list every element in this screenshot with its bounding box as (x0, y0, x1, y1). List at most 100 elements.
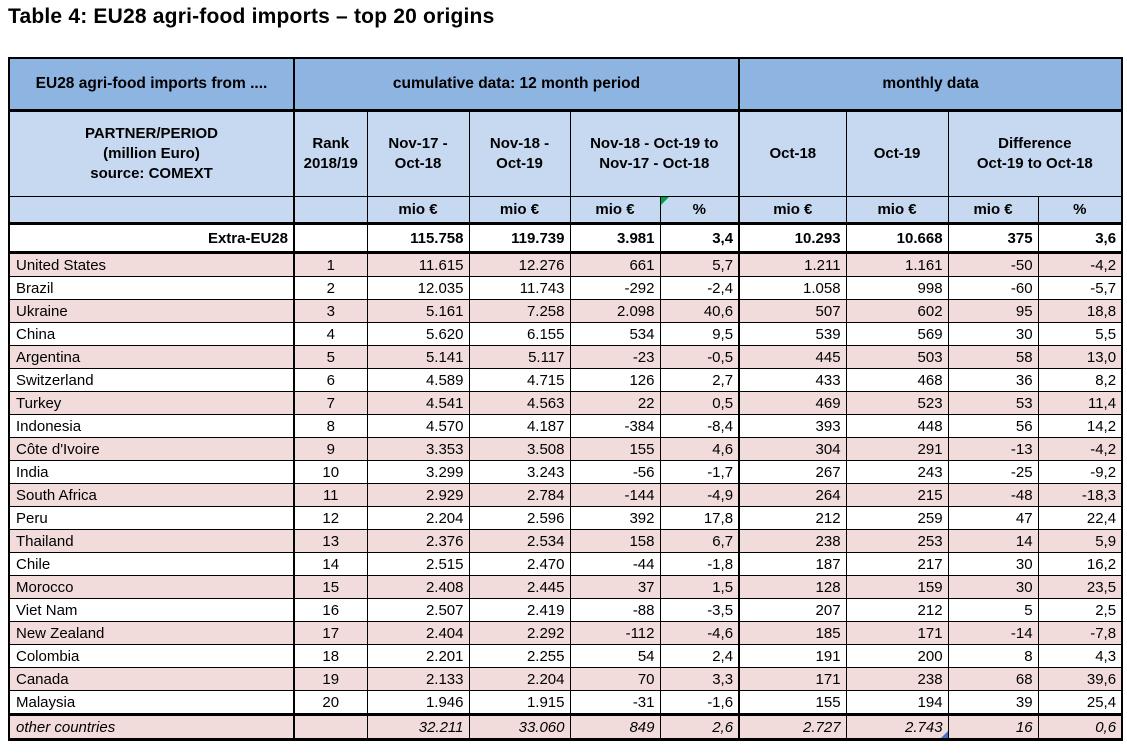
cell-diff-mio: -112 (569, 621, 661, 645)
cell-monthly-diff-mio: -14 (947, 621, 1039, 645)
cell-monthly-diff-pct: 2,5 (1037, 598, 1123, 622)
cell-cum-2017-18: 5.141 (366, 345, 470, 369)
table-row: India 10 3.299 3.243 -56 -1,7 267 243 -25 -9,2 (8, 460, 1123, 484)
cell-partner: Indonesia (8, 414, 295, 438)
cell-diff-mio: -23 (569, 345, 661, 369)
cell-oct19: 1.161 (845, 252, 949, 277)
cell-rank (293, 223, 368, 254)
cell-monthly-diff-pct: -4,2 (1037, 437, 1123, 461)
cell-partner: Canada (8, 667, 295, 691)
cell-monthly-diff-pct: 0,6 (1037, 713, 1123, 741)
header-cum-diff: Nov-18 - Oct-19 to Nov-17 - Oct-18 (569, 110, 741, 197)
table-row: China 4 5.620 6.155 534 9,5 539 569 30 5,5 (8, 322, 1123, 346)
cell-diff-pct: 2,4 (659, 644, 741, 668)
cell-diff-mio: 70 (569, 667, 661, 691)
cell-partner: Extra-EU28 (8, 223, 295, 254)
cell-diff-pct: 9,5 (659, 322, 741, 346)
cell-cum-2018-19: 2.419 (468, 598, 571, 622)
cell-partner: other countries (8, 713, 295, 741)
cell-cum-2018-19: 7.258 (468, 299, 571, 323)
cell-cum-2018-19: 2.255 (468, 644, 571, 668)
unit-mio-3: mio € (569, 196, 661, 225)
group-header-row: EU28 agri-food imports from .... cumulat… (8, 57, 1123, 112)
unit-mio-4: mio € (738, 196, 847, 225)
cell-partner: Argentina (8, 345, 295, 369)
cell-oct19: 503 (845, 345, 949, 369)
unit-empty-partner (8, 196, 295, 225)
cell-cum-2018-19: 119.739 (468, 223, 571, 254)
table-row: South Africa 11 2.929 2.784 -144 -4,9 264 215 -4… (8, 483, 1123, 507)
cell-partner: Switzerland (8, 368, 295, 392)
cell-partner: China (8, 322, 295, 346)
cell-cum-2017-18: 2.929 (366, 483, 470, 507)
cell-diff-pct: 4,6 (659, 437, 741, 461)
table-row: Turkey 7 4.541 4.563 22 0,5 469 523 53 11,4 (8, 391, 1123, 415)
cell-cum-2017-18: 2.376 (366, 529, 470, 553)
cell-cum-2017-18: 2.408 (366, 575, 470, 599)
table-row: Peru 12 2.204 2.596 392 17,8 212 259 47 22,4 (8, 506, 1123, 530)
cell-diff-pct: 17,8 (659, 506, 741, 530)
cell-diff-mio: 2.098 (569, 299, 661, 323)
cell-diff-pct: 3,3 (659, 667, 741, 691)
cell-monthly-diff-pct: -7,8 (1037, 621, 1123, 645)
cell-monthly-diff-pct: 5,9 (1037, 529, 1123, 553)
cell-rank: 20 (293, 690, 368, 715)
cell-cum-2018-19: 2.596 (468, 506, 571, 530)
cell-partner: Morocco (8, 575, 295, 599)
cell-cum-2018-19: 11.743 (468, 276, 571, 300)
cell-monthly-diff-mio: 95 (947, 299, 1039, 323)
cell-diff-pct: -2,4 (659, 276, 741, 300)
cell-diff-mio: -88 (569, 598, 661, 622)
note-marker-icon (940, 731, 948, 737)
cell-monthly-diff-pct: 3,6 (1037, 223, 1123, 254)
cell-diff-pct: -0,5 (659, 345, 741, 369)
cell-oct18: 1.211 (738, 252, 847, 277)
cell-oct18: 469 (738, 391, 847, 415)
cell-rank: 12 (293, 506, 368, 530)
cell-monthly-diff-mio: 30 (947, 322, 1039, 346)
table-row: Argentina 5 5.141 5.117 -23 -0,5 445 503 58 13,0 (8, 345, 1123, 369)
cell-diff-pct: 2,6 (659, 713, 741, 741)
cell-cum-2018-19: 6.155 (468, 322, 571, 346)
cell-monthly-diff-pct: -9,2 (1037, 460, 1123, 484)
cell-partner: South Africa (8, 483, 295, 507)
cell-cum-2017-18: 2.201 (366, 644, 470, 668)
cell-partner: Ukraine (8, 299, 295, 323)
table-row: Switzerland 6 4.589 4.715 126 2,7 433 468 36 8,2 (8, 368, 1123, 392)
cell-diff-pct: 1,5 (659, 575, 741, 599)
cell-diff-pct: 0,5 (659, 391, 741, 415)
cell-monthly-diff-pct: 16,2 (1037, 552, 1123, 576)
table-row: Malaysia 20 1.946 1.915 -31 -1,6 155 194 39 25,4 (8, 690, 1123, 715)
cell-partner: Peru (8, 506, 295, 530)
cell-diff-mio: 392 (569, 506, 661, 530)
cell-oct18: 171 (738, 667, 847, 691)
cell-oct18: 10.293 (738, 223, 847, 254)
cell-oct19: 259 (845, 506, 949, 530)
cell-cum-2017-18: 115.758 (366, 223, 470, 254)
cell-diff-pct: -1,8 (659, 552, 741, 576)
cell-monthly-diff-mio: 16 (947, 713, 1039, 741)
header-rank: Rank 2018/19 (293, 110, 368, 197)
cell-monthly-diff-mio: 5 (947, 598, 1039, 622)
table-row: other countries 32.211 33.060 849 2,6 2.727 2.… (8, 713, 1123, 741)
cell-rank: 18 (293, 644, 368, 668)
cell-rank: 4 (293, 322, 368, 346)
header-month-diff: Difference Oct-19 to Oct-18 (947, 110, 1123, 197)
cell-diff-pct: -1,7 (659, 460, 741, 484)
cell-monthly-diff-mio: 14 (947, 529, 1039, 553)
cell-partner: Thailand (8, 529, 295, 553)
cell-rank: 19 (293, 667, 368, 691)
unit-mio-1: mio € (366, 196, 470, 225)
cell-cum-2017-18: 3.299 (366, 460, 470, 484)
table-row: Thailand 13 2.376 2.534 158 6,7 238 253 14 5,9 (8, 529, 1123, 553)
cell-monthly-diff-mio: -13 (947, 437, 1039, 461)
cell-partner: Colombia (8, 644, 295, 668)
cell-partner: India (8, 460, 295, 484)
cell-cum-2017-18: 2.507 (366, 598, 470, 622)
cell-cum-2018-19: 2.534 (468, 529, 571, 553)
cell-diff-mio: 37 (569, 575, 661, 599)
cell-cum-2018-19: 3.508 (468, 437, 571, 461)
cell-monthly-diff-mio: 47 (947, 506, 1039, 530)
cell-diff-mio: 158 (569, 529, 661, 553)
cell-cum-2018-19: 1.915 (468, 690, 571, 715)
